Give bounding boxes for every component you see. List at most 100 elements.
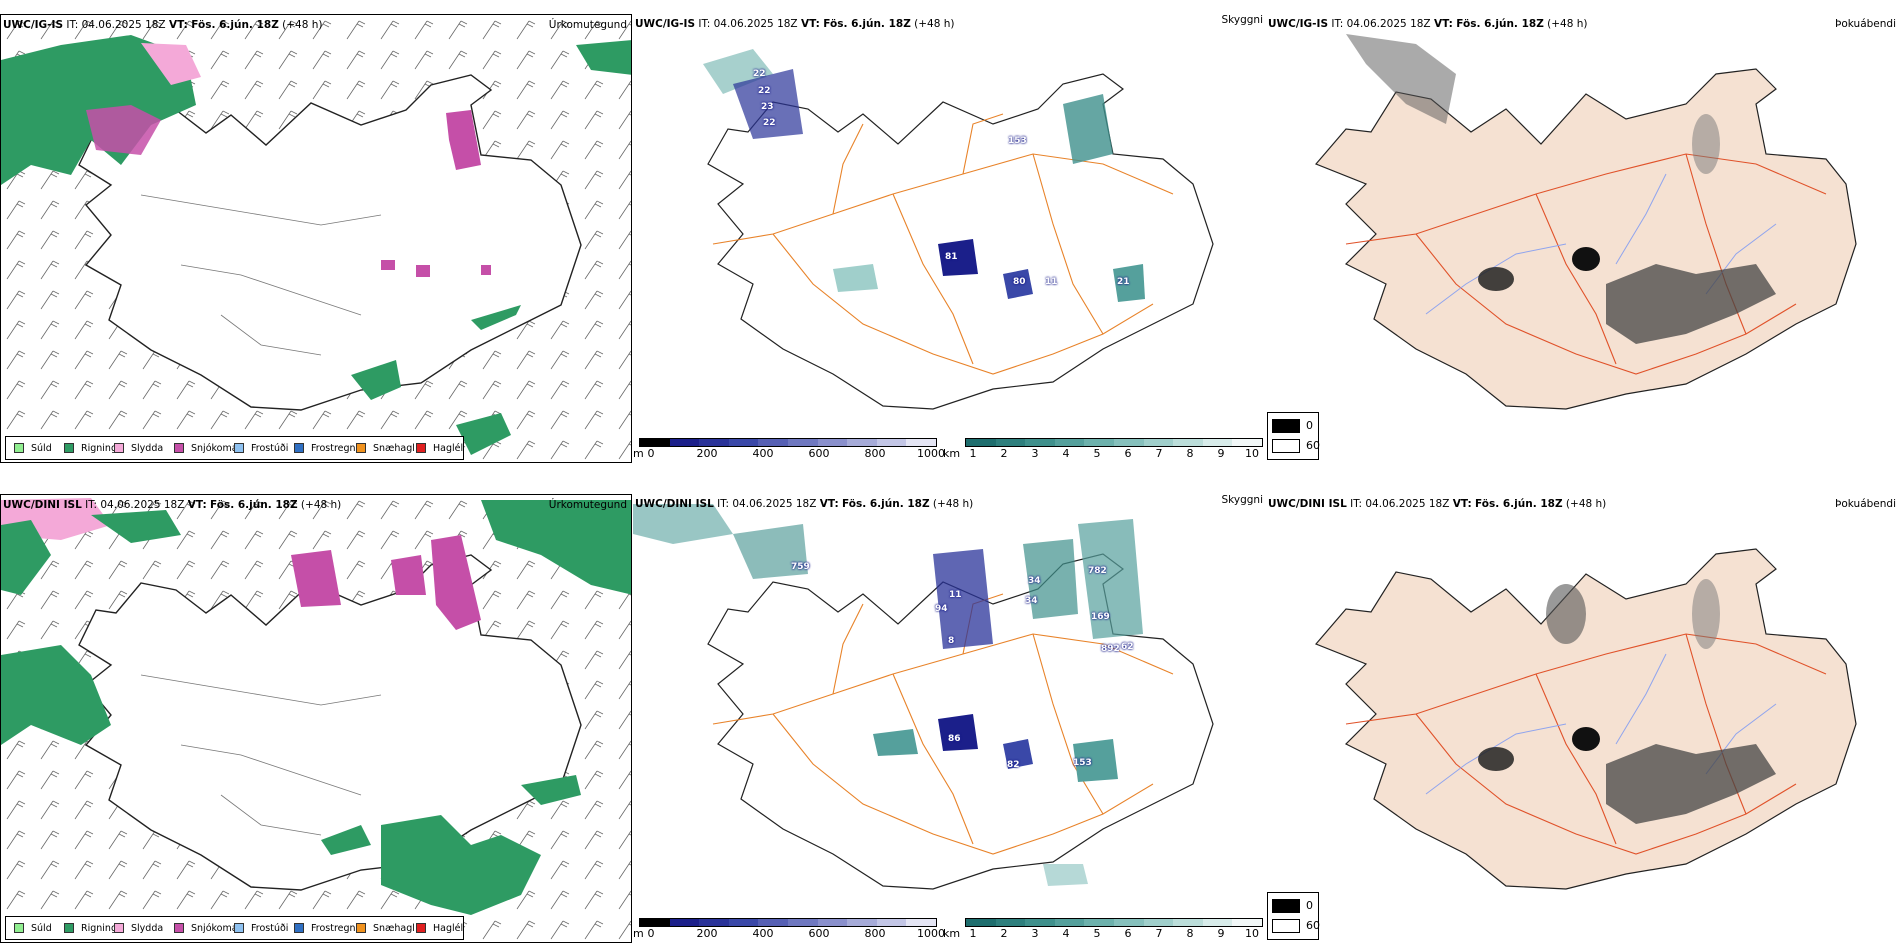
legend-label: Súld — [31, 922, 52, 934]
colorbar-unit: km — [943, 927, 961, 940]
legend-label: Frostúði — [251, 922, 289, 934]
ceiling-value-label: 80 — [1013, 277, 1026, 287]
vt-label: VT: — [819, 498, 839, 510]
colorbar-tick: 8 — [1186, 447, 1194, 460]
vt-label: VT: — [1433, 18, 1453, 30]
fog-legend-swatch — [1272, 419, 1300, 433]
colorbar-segment — [728, 919, 759, 926]
colorbar-tick: 600 — [808, 447, 830, 460]
colorbar-segment — [669, 439, 700, 446]
rain-area-se — [456, 413, 511, 455]
colorbar-tick: 6 — [1124, 927, 1132, 940]
colorbar-segment — [817, 919, 848, 926]
colorbar-tick: 10 — [1245, 447, 1259, 460]
model-name: UWC/IG-IS — [1268, 18, 1329, 30]
it-value: 04.06.2025 18Z — [100, 499, 185, 511]
legend-item: Rigning — [64, 442, 117, 454]
fog-header-row2: UWC/DINI ISL IT: 04.06.2025 18Z VT: Fös.… — [1268, 498, 1606, 510]
fog-legend-swatch — [1272, 899, 1300, 913]
snow-area-ne — [446, 110, 481, 170]
visibility-label: Skyggni — [1221, 14, 1264, 26]
colorbar-segment — [669, 919, 700, 926]
colorbar-segment — [640, 919, 670, 926]
ceiling-value-label: 81 — [945, 252, 958, 262]
ceiling-visibility-map-row1: UWC/IG-IS IT: 04.06.2025 18Z VT: Fös. 6.… — [633, 14, 1267, 463]
ceiling-value-label: 22 — [753, 69, 766, 79]
precip-map-canvas — [1, 495, 631, 942]
vt-value: Fös. 6.jún. 18Z — [842, 498, 930, 510]
precip-type-map-row2: UWC/DINI ISL IT: 04.06.2025 18Z VT: Fös.… — [0, 494, 632, 943]
ceiling-value-label: 34 — [1028, 576, 1041, 586]
colorbar-segment — [699, 439, 729, 446]
colorbar-tick: 4 — [1062, 927, 1070, 940]
ceiling-value-label: 22 — [763, 118, 776, 128]
legend-item: Snæhagl — [356, 442, 415, 454]
legend-swatch — [416, 923, 426, 933]
colorbar-segment — [1113, 919, 1144, 926]
colorbar-tick: 3 — [1031, 927, 1039, 940]
ceiling-value-label: 21 — [1117, 277, 1130, 287]
colorbar-strip — [639, 918, 937, 927]
lead-time: (+48 h) — [914, 18, 955, 30]
colorbar-segment — [1025, 439, 1055, 446]
colorbar-segment — [1232, 439, 1262, 446]
legend-item: Frostúði — [234, 442, 288, 454]
snow-area-nw — [86, 105, 161, 155]
it-value: 04.06.2025 18Z — [81, 19, 166, 31]
rain-area-e — [471, 305, 521, 330]
vt-value: Fös. 6.jún. 18Z — [191, 19, 279, 31]
ceiling-colorbar-row2: m 0 200 400 600 800 1000 — [633, 918, 945, 940]
colorbar-segment — [1202, 439, 1233, 446]
colorbar-strip — [965, 918, 1263, 927]
ceiling-value-label: 892 — [1101, 644, 1120, 654]
ceiling-value-label: 11 — [1045, 277, 1058, 287]
colorbar-segment — [1232, 919, 1262, 926]
colorbar-tick: 400 — [752, 927, 774, 940]
precip-legend-row1: Súld Rigning Slydda Snjókoma Frostúði Frostre… — [5, 436, 464, 460]
fog-legend-label: 60 — [1306, 919, 1320, 932]
fog-legend-label: 0 — [1306, 899, 1313, 912]
legend-swatch — [294, 923, 304, 933]
iceland-outline — [78, 554, 582, 891]
vt-value: Fös. 6.jún. 18Z — [1456, 18, 1544, 30]
colorbar-segment — [1025, 919, 1055, 926]
legend-item: Súld — [14, 922, 52, 934]
legend-item: Frostúði — [234, 922, 288, 934]
road-network — [712, 113, 1174, 375]
legend-item: Snjókoma — [174, 922, 238, 934]
legend-item: Rigning — [64, 922, 117, 934]
colorbar-segment — [699, 919, 729, 926]
legend-label: Snæhagl — [373, 922, 415, 934]
ceiling-colorbar-row1: m 0 200 400 600 800 1000 — [633, 438, 945, 460]
colorbar-segment — [876, 439, 907, 446]
legend-swatch — [174, 923, 184, 933]
legend-swatch — [356, 923, 366, 933]
fog-legend-row1: 0 60 — [1267, 412, 1320, 460]
colorbar-segment — [1173, 439, 1203, 446]
legend-item: Frostregn — [294, 922, 356, 934]
rain-area-w — [1, 645, 111, 745]
colorbar-tick: 800 — [864, 927, 886, 940]
ceiling-header-row1: UWC/IG-IS IT: 04.06.2025 18Z VT: Fös. 6.… — [635, 18, 955, 30]
colorbar-tick: 9 — [1217, 927, 1225, 940]
legend-label: Haglél — [433, 922, 464, 934]
colorbar-segment — [758, 439, 788, 446]
ceiling-value-label: 86 — [948, 734, 961, 744]
colorbar-tick: 600 — [808, 927, 830, 940]
ceiling-value-label: 22 — [758, 86, 771, 96]
legend-label: Rigning — [81, 922, 117, 934]
fog-index-label: Þokuábendi — [1835, 18, 1896, 30]
legend-label: Snjókoma — [191, 442, 238, 454]
ceiling-value-label: 11 — [949, 590, 962, 600]
colorbar-tick: 0 — [647, 927, 655, 940]
colorbar-segment — [906, 439, 936, 446]
vt-value: Fös. 6.jún. 18Z — [1475, 498, 1563, 510]
fog-index-label: Þokuábendi — [1835, 498, 1896, 510]
precip-type-label: Úrkomutegund — [548, 19, 627, 31]
snow-area-ne — [431, 535, 481, 630]
rain-area-s — [381, 815, 541, 915]
legend-swatch — [234, 443, 244, 453]
colorbar-unit: m — [633, 447, 644, 460]
colorbar-tick: 5 — [1093, 447, 1101, 460]
lead-time: (+48 h) — [1547, 18, 1588, 30]
